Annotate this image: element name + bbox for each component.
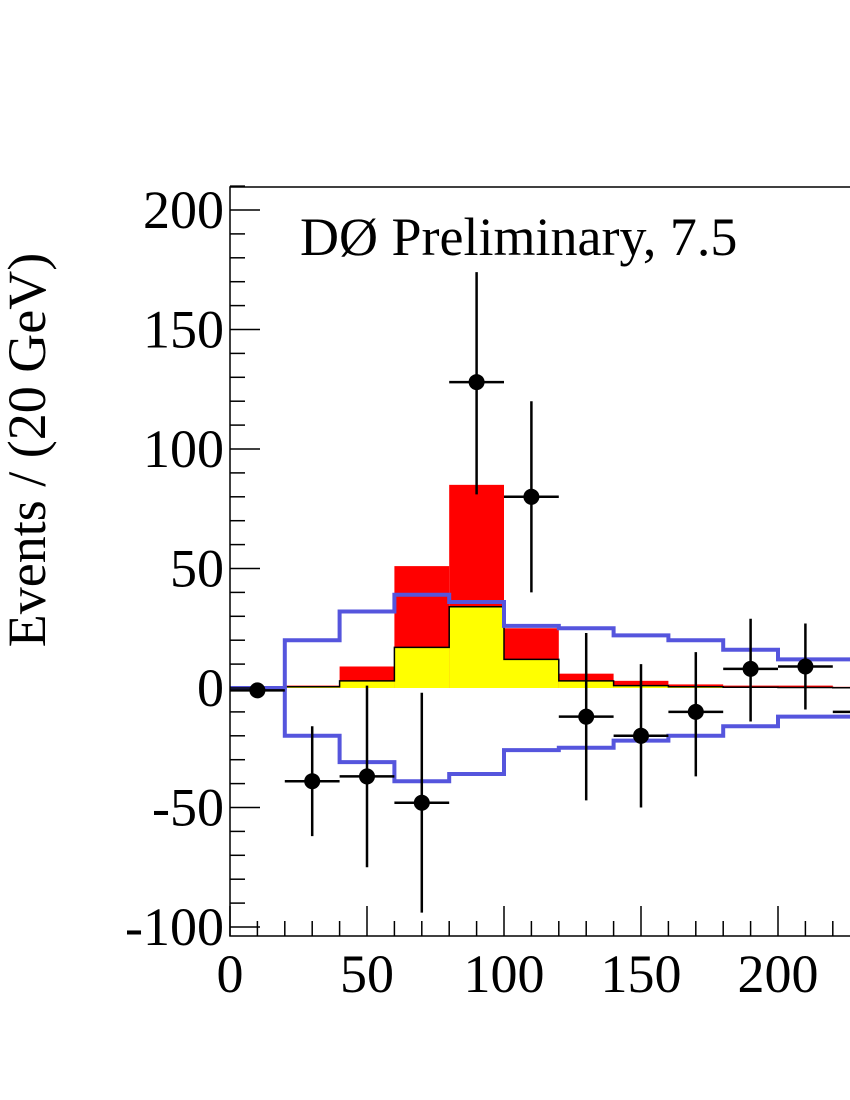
- yellow-hist-outline: [230, 605, 850, 689]
- yellow-hist-bar: [394, 647, 450, 688]
- data-point-marker: [797, 658, 814, 675]
- data-point: [778, 623, 833, 710]
- data-point-marker: [742, 660, 759, 677]
- data-point-marker: [413, 794, 430, 811]
- plot-area: [230, 272, 850, 913]
- data-point-marker: [359, 768, 375, 785]
- x-tick-label: 50: [340, 944, 394, 1004]
- data-point-marker: [578, 708, 595, 725]
- data-point: [339, 685, 395, 868]
- x-tick-label: 100: [464, 944, 545, 1004]
- data-point: [284, 726, 340, 837]
- axis-ticks: [229, 185, 834, 936]
- chart-title: DØ Preliminary, 7.5: [300, 207, 737, 267]
- y-tick-label: 50: [170, 539, 224, 599]
- data-point-marker: [304, 773, 321, 790]
- y-tick-label: 0: [197, 658, 224, 718]
- plot-content: [230, 272, 850, 913]
- data-point: [613, 664, 669, 808]
- y-axis-label: Events / (20 GeV): [0, 253, 57, 647]
- yellow-hist-bar: [449, 606, 504, 688]
- yellow-hist-bar: [339, 680, 395, 688]
- data-point: [668, 652, 724, 777]
- y-tick-label: 100: [143, 419, 224, 479]
- data-point: [558, 633, 614, 801]
- y-tick-label: 200: [143, 180, 224, 240]
- y-tick-label: -100: [125, 897, 224, 957]
- yellow-hist-bar: [504, 659, 559, 688]
- data-point: [723, 618, 778, 722]
- data-point: [230, 682, 285, 699]
- x-tick-label: 200: [738, 944, 819, 1004]
- y-tick-label: 150: [143, 300, 224, 360]
- axis-labels: -100 -50 0 50 100 150 200 0 50 100 150 200: [125, 180, 818, 1004]
- uncertainty-band-upper: [230, 592, 850, 690]
- data-point-marker: [523, 488, 540, 505]
- data-point: [504, 401, 559, 593]
- data-point-marker: [249, 682, 266, 699]
- data-point: [394, 692, 450, 913]
- data-point: [832, 710, 850, 714]
- x-tick-label: 0: [217, 944, 244, 1004]
- y-tick-label: -50: [152, 778, 224, 838]
- x-tick-label: 150: [601, 944, 682, 1004]
- uncertainty-band-lower: [230, 686, 850, 784]
- frame-border: [229, 186, 850, 937]
- data-point-marker: [687, 703, 704, 720]
- data-point: [449, 272, 504, 495]
- data-point-marker: [633, 727, 649, 744]
- plot-frame: [229, 186, 850, 937]
- data-point-marker: [468, 374, 485, 391]
